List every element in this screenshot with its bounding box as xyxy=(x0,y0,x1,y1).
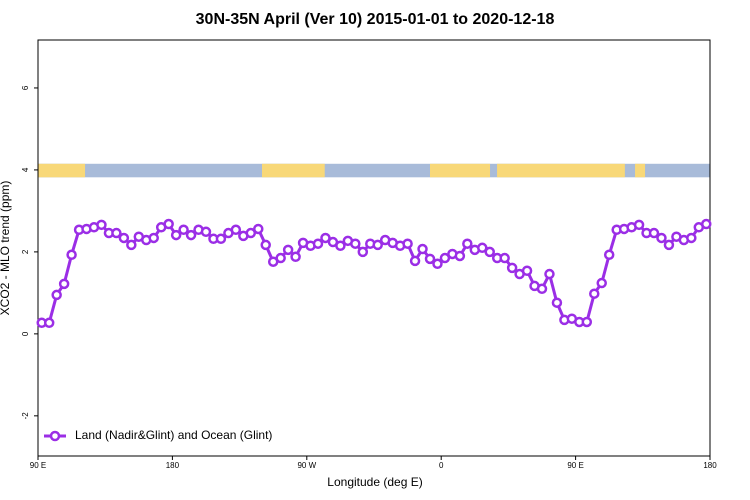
land-segment xyxy=(430,163,491,178)
y-tick-label: 2 xyxy=(21,249,30,254)
data-point xyxy=(462,238,473,249)
plot-frame xyxy=(37,39,711,457)
data-point xyxy=(417,243,428,255)
data-point xyxy=(245,227,257,239)
data-point xyxy=(230,224,242,236)
data-point xyxy=(320,232,331,244)
data-point xyxy=(200,226,212,238)
data-point xyxy=(253,223,264,235)
data-point xyxy=(439,252,451,264)
data-point xyxy=(372,239,383,251)
data-point xyxy=(178,224,189,236)
data-point xyxy=(357,246,369,258)
data-point xyxy=(686,232,697,244)
data-point xyxy=(603,249,615,261)
data-point xyxy=(454,250,466,262)
data-point xyxy=(126,239,137,251)
data-point xyxy=(409,255,421,267)
y-tick-label: 6 xyxy=(21,85,30,90)
y-tick-label: 0 xyxy=(21,331,30,336)
data-point xyxy=(335,240,346,251)
data-point xyxy=(51,289,62,301)
x-tick-label: 180 xyxy=(703,461,717,470)
data-point xyxy=(312,238,324,249)
data-point xyxy=(544,268,555,280)
legend-marker xyxy=(49,430,61,442)
data-point xyxy=(477,242,488,254)
data-point xyxy=(633,219,645,231)
data-point xyxy=(118,232,130,244)
data-point xyxy=(163,218,174,230)
data-point xyxy=(701,218,712,230)
data-point xyxy=(432,258,443,270)
data-point xyxy=(499,252,510,264)
land-segment xyxy=(38,163,86,178)
x-tick-label: 90 W xyxy=(297,461,316,470)
data-point xyxy=(506,262,518,274)
data-point xyxy=(663,239,675,251)
land-segment xyxy=(635,163,646,178)
legend-label: Land (Nadir&Glint) and Ocean (Glint) xyxy=(75,428,272,442)
y-tick-label: 4 xyxy=(21,167,30,172)
y-tick-label: -2 xyxy=(21,412,30,420)
data-point xyxy=(215,233,227,245)
data-point xyxy=(589,288,600,299)
data-point xyxy=(111,227,122,239)
data-point xyxy=(58,278,70,290)
data-point xyxy=(350,238,361,249)
data-point xyxy=(148,232,159,244)
x-tick-label: 180 xyxy=(166,461,180,470)
data-point xyxy=(648,227,660,239)
data-point xyxy=(402,238,413,249)
data-point xyxy=(596,277,607,289)
data-point xyxy=(581,316,593,328)
data-point xyxy=(424,253,436,265)
data-point xyxy=(536,283,548,295)
data-point xyxy=(521,265,533,276)
chart-title: 30N-35N April (Ver 10) 2015-01-01 to 202… xyxy=(196,11,555,28)
x-tick-label: 90 E xyxy=(30,461,46,470)
y-axis-label: XCO2 - MLO trend (ppm) xyxy=(0,181,12,316)
data-point xyxy=(282,244,294,256)
data-point xyxy=(656,232,667,244)
data-point xyxy=(275,252,286,264)
data-point xyxy=(290,251,301,263)
data-point xyxy=(260,239,271,251)
data-point xyxy=(96,219,107,231)
data-point xyxy=(484,246,495,258)
land-segment xyxy=(262,163,325,178)
data-point xyxy=(185,229,197,241)
x-tick-label: 90 E xyxy=(567,461,583,470)
land-segment xyxy=(497,163,625,178)
data-point xyxy=(551,297,563,308)
data-point xyxy=(43,317,55,329)
x-tick-label: 0 xyxy=(439,461,444,470)
x-axis-label: Longitude (deg E) xyxy=(327,475,422,489)
data-point xyxy=(170,229,182,241)
data-point xyxy=(66,249,77,261)
